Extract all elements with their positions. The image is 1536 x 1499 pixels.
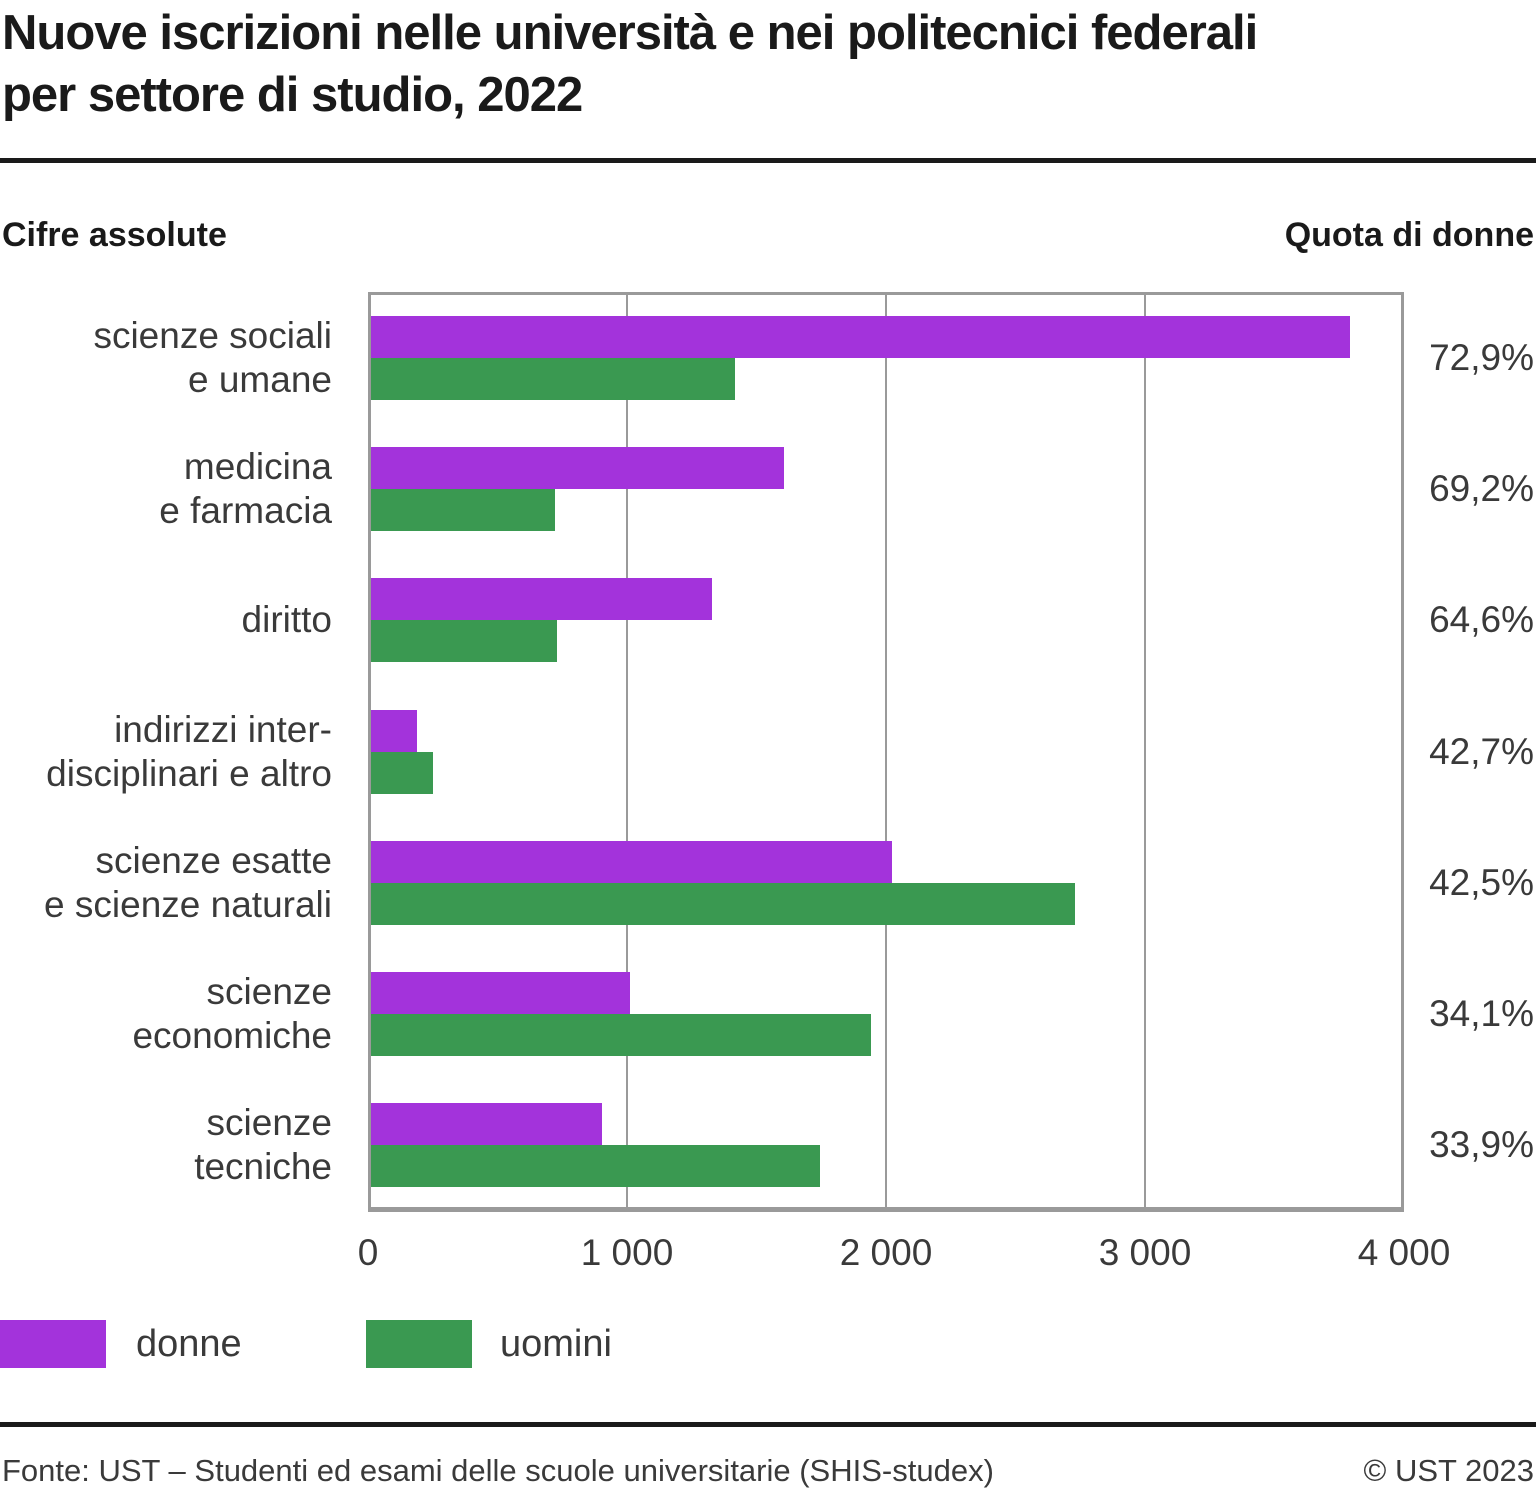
share-label: 72,9% (1429, 337, 1534, 378)
bar-uomini (371, 1014, 871, 1056)
bar-uomini (371, 489, 555, 532)
category-label: scienze sociali e umane (0, 305, 332, 411)
category-label-line: disciplinari e altro (46, 752, 332, 794)
gridline-3000 (1144, 295, 1146, 1207)
page-title: Nuove iscrizioni nelle università e nei … (2, 2, 1536, 126)
category-label-line: economiche (132, 1015, 332, 1056)
bar-donne (371, 1103, 602, 1146)
share-label: 69,2% (1429, 468, 1534, 510)
category-label: indirizzi inter-disciplinari e altro (0, 699, 332, 805)
bar-uomini (371, 620, 558, 663)
x-tick-label-4000: 4 000 (1357, 1232, 1451, 1273)
category-label: scienze esatte e scienze naturali (0, 830, 332, 936)
bar-donne (371, 840, 892, 883)
category-label-line: scienze (206, 971, 332, 1012)
legend: donne uomini (0, 1318, 1536, 1370)
category-label-line: medicina (183, 446, 332, 488)
bar-uomini (371, 358, 735, 400)
axis-caption-absolute: Cifre assolute (2, 216, 227, 254)
title-line-1: Nuove iscrizioni nelle università e nei … (2, 6, 1258, 60)
category-label-line: e farmacia (159, 490, 332, 532)
bar-donne (371, 316, 1351, 358)
category-label: medicina e farmacia (0, 436, 332, 542)
footer-divider (0, 1422, 1536, 1427)
title-line-2: per settore di studio, 2022 (2, 68, 583, 122)
bar-donne (371, 578, 712, 621)
x-tick-label-1000: 1 000 (580, 1232, 674, 1273)
bar-donne (371, 447, 785, 490)
category-label-line: scienze (206, 1102, 332, 1144)
legend-swatch-donne (0, 1320, 106, 1368)
category-label-line: scienze sociali (93, 315, 332, 356)
share-label: 33,9% (1429, 1124, 1534, 1166)
legend-label-donne: donne (136, 1322, 242, 1365)
category-label-line: indirizzi inter- (114, 708, 332, 750)
x-tick-label-2000: 2 000 (839, 1232, 933, 1273)
category-label: scienze economiche (0, 961, 332, 1067)
share-label: 42,5% (1429, 861, 1534, 903)
category-label-line: tecniche (194, 1146, 332, 1188)
bar-uomini (371, 751, 434, 794)
legend-swatch-uomini (366, 1320, 472, 1368)
category-label: scienze tecniche (0, 1092, 332, 1198)
category-label-line: scienze esatte (95, 839, 332, 881)
gridline-2000 (885, 295, 887, 1207)
category-label-line: diritto (241, 599, 332, 641)
bar-donne (371, 972, 630, 1014)
share-label: 64,6% (1429, 599, 1534, 641)
legend-label-uomini: uomini (500, 1322, 612, 1365)
footer: Fonte: UST – Studenti ed esami delle scu… (0, 1453, 1536, 1497)
source-text: Fonte: UST – Studenti ed esami delle scu… (2, 1453, 994, 1488)
x-tick-label-3000: 3 000 (1098, 1232, 1192, 1273)
title-divider (0, 158, 1536, 163)
bar-donne (371, 709, 418, 752)
bar-uomini (371, 1145, 821, 1188)
category-label: diritto (0, 567, 332, 673)
bar-chart: scienze sociali e umane 72,9% medicina e far… (0, 290, 1536, 1290)
subtitle-row: Cifre assolute Quota di donne (0, 216, 1536, 260)
bar-uomini (371, 882, 1076, 925)
x-tick-label-0: 0 (357, 1232, 379, 1273)
category-label-line: e umane (188, 359, 332, 400)
category-label-line: e scienze naturali (44, 883, 332, 925)
share-label: 34,1% (1429, 993, 1534, 1034)
share-label: 42,7% (1429, 730, 1534, 772)
axis-caption-share: Quota di donne (1284, 216, 1534, 254)
copyright-text: © UST 2023 (1363, 1453, 1534, 1488)
gridline-1000 (626, 295, 628, 1207)
